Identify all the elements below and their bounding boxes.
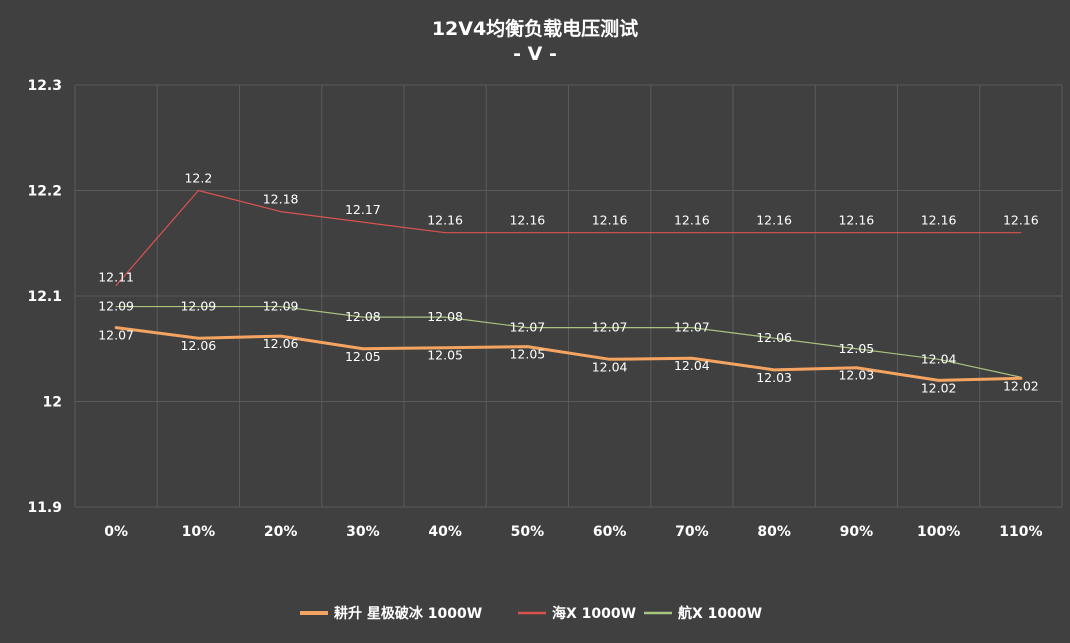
x-tick-label: 50% — [511, 524, 545, 540]
grid-lines — [74, 84, 1063, 508]
data-label: 12.16 — [921, 213, 957, 228]
data-label: 12.08 — [427, 309, 463, 324]
legend-label: 耕升 星极破冰 1000W — [334, 605, 482, 622]
y-axis: 12.3 12.2 12.1 12 11.9 — [27, 78, 62, 516]
data-label: 12.16 — [509, 213, 545, 228]
x-tick-label: 10% — [182, 524, 216, 540]
data-label: 12.05 — [345, 349, 381, 364]
x-tick-label: 100% — [917, 524, 960, 540]
x-tick-label: 60% — [593, 524, 627, 540]
y-tick-label: 12.2 — [27, 184, 62, 200]
data-label: 12.2 — [184, 171, 212, 186]
y-tick-label: 12 — [43, 395, 62, 411]
x-tick-label: 30% — [346, 524, 380, 540]
data-label: 12.04 — [921, 351, 957, 366]
x-tick-label: 0% — [104, 524, 128, 540]
data-label: 12.07 — [509, 320, 545, 335]
x-axis: 0% 10% 20% 30% 40% 50% 60% 70% 80% 90% 100% 110% — [104, 524, 1042, 540]
data-label: 12.09 — [180, 299, 216, 314]
data-label: 12.06 — [180, 338, 216, 353]
x-tick-label: 80% — [757, 524, 791, 540]
x-tick-label: 40% — [428, 524, 462, 540]
x-tick-label: 110% — [999, 524, 1042, 540]
data-label: 12.09 — [98, 299, 134, 314]
data-label: 12.07 — [592, 320, 628, 335]
series-lines — [114, 189, 1023, 382]
data-label: 12.02 — [921, 380, 957, 395]
series-line-1 — [115, 189, 1022, 287]
legend: 耕升 星极破冰 1000W 海X 1000W 航X 1000W — [300, 605, 762, 622]
y-tick-label: 11.9 — [27, 500, 62, 516]
data-label: 12.09 — [263, 299, 299, 314]
x-tick-label: 70% — [675, 524, 709, 540]
data-label: 12.16 — [592, 213, 628, 228]
data-label: 12.11 — [98, 269, 134, 284]
chart-subtitle: - V - — [513, 43, 557, 65]
legend-label: 航X 1000W — [678, 605, 762, 622]
data-label: 12.16 — [674, 213, 710, 228]
data-label: 12.16 — [838, 213, 874, 228]
data-label: 12.03 — [838, 368, 874, 383]
legend-label: 海X 1000W — [552, 605, 636, 622]
chart-title: 12V4均衡负载电压测试 — [432, 17, 638, 40]
x-tick-label: 20% — [264, 524, 298, 540]
data-labels: 12.07 12.06 12.06 12.05 12.05 12.05 12.04 12.04… — [98, 171, 1039, 396]
data-label: 12.18 — [263, 192, 299, 207]
x-tick-label: 90% — [840, 524, 874, 540]
y-tick-label: 12.3 — [27, 78, 62, 94]
series-line-0 — [114, 326, 1023, 382]
data-label: 12.16 — [756, 213, 792, 228]
data-label: 12.03 — [756, 370, 792, 385]
data-label: 12.06 — [756, 330, 792, 345]
data-label: 12.04 — [592, 359, 628, 374]
data-label: 12.04 — [674, 358, 710, 373]
y-tick-label: 12.1 — [27, 289, 62, 305]
data-label: 12.05 — [838, 341, 874, 356]
data-label: 12.06 — [263, 336, 299, 351]
data-label: 12.08 — [345, 309, 381, 324]
data-label: 12.07 — [674, 320, 710, 335]
data-label: 12.17 — [345, 202, 381, 217]
series-line-2 — [115, 305, 1022, 378]
data-label: 12.07 — [98, 328, 134, 343]
data-label: 12.16 — [427, 213, 463, 228]
data-label: 12.05 — [427, 348, 463, 363]
data-label: 12.02 — [1003, 378, 1039, 393]
data-label: 12.05 — [509, 347, 545, 362]
data-label: 12.16 — [1003, 213, 1039, 228]
